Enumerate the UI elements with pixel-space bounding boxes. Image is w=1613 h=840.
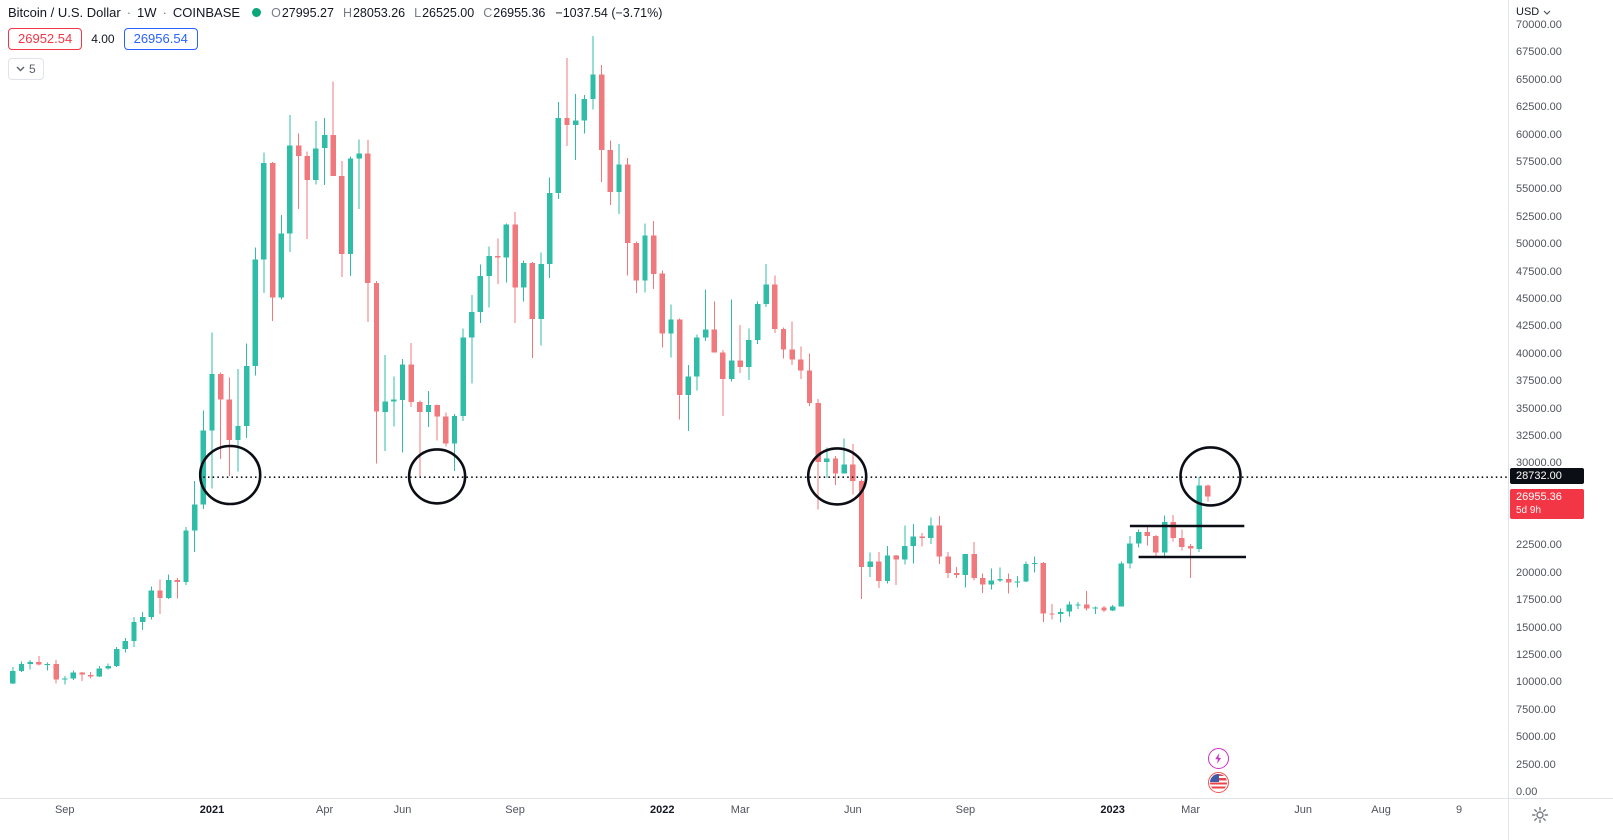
- price-tick-label: 20000.00: [1516, 566, 1562, 579]
- time-tick-label: 2023: [1100, 804, 1125, 816]
- price-tick-label: 32500.00: [1516, 429, 1562, 442]
- price-tick-label: 57500.00: [1516, 155, 1562, 168]
- price-tick-label: 55000.00: [1516, 183, 1562, 196]
- open-value: O 27995.27: [271, 5, 334, 20]
- time-tick-label: Jun: [843, 804, 862, 816]
- time-axis[interactable]: Sep 2021 Apr Jun Sep 2022 Mar Jun Sep 2023 Mar Jun A…: [0, 798, 1508, 840]
- price-tick-label: 35000.00: [1516, 402, 1562, 415]
- economic-event-us-flag-icon[interactable]: [1208, 772, 1229, 793]
- price-tick-label: 37500.00: [1516, 375, 1562, 388]
- time-tick-label: Mar: [730, 804, 750, 816]
- us-flag-icon: [1210, 774, 1227, 791]
- last-price-label: 26955.36 5d 9h: [1510, 488, 1584, 519]
- price-axis[interactable]: USD 70000.00 67500.00 65000.00 62500.00 6000…: [1508, 0, 1613, 798]
- candlestick-chart[interactable]: [0, 0, 1508, 798]
- price-tick-label: 42500.00: [1516, 320, 1562, 333]
- economic-event-lightning-icon[interactable]: [1208, 748, 1229, 769]
- time-tick-label: Sep: [505, 804, 525, 816]
- price-tick-label: 30000.00: [1516, 457, 1562, 470]
- price-tick-label: 22500.00: [1516, 539, 1562, 552]
- sell-price-button[interactable]: 26952.54: [8, 28, 83, 50]
- price-tick-label: 65000.00: [1516, 73, 1562, 86]
- axis-settings-corner: [1508, 798, 1613, 840]
- time-tick-label: 2022: [650, 804, 675, 816]
- buy-price-button[interactable]: 26956.54: [123, 28, 198, 50]
- annotation-circle[interactable]: [407, 448, 467, 505]
- indicators-collapse-button[interactable]: 5: [8, 58, 44, 80]
- annotation-circle[interactable]: [806, 447, 868, 506]
- symbol-name[interactable]: Bitcoin / U.S. Dollar: [8, 5, 121, 20]
- currency-selector[interactable]: USD: [1516, 6, 1551, 18]
- lightning-bolt-icon: [1215, 753, 1222, 764]
- last-price-value: 26955.36: [1516, 490, 1562, 503]
- annotations-layer: [198, 444, 1508, 559]
- time-tick-label: Sep: [955, 804, 976, 816]
- time-tick-label: Mar: [1181, 804, 1201, 816]
- high-value: H 28053.26: [342, 5, 406, 20]
- spread-value: 4.00: [91, 32, 115, 46]
- price-change: −1037.54 (−3.71%): [555, 5, 663, 20]
- timeframe-label[interactable]: 1W: [137, 5, 157, 20]
- price-tick-label: 47500.00: [1516, 265, 1562, 278]
- separator: ·: [162, 5, 167, 20]
- price-tick-label: 52500.00: [1516, 210, 1562, 223]
- chevron-down-icon: [16, 66, 25, 72]
- close-value: C 26955.36: [483, 5, 546, 20]
- exchange-name[interactable]: COINBASE: [172, 5, 241, 20]
- candles-layer: [10, 36, 1211, 685]
- price-tick-label: 17500.00: [1516, 594, 1562, 607]
- price-tick-label: 7500.00: [1516, 703, 1556, 716]
- price-tick-label: 62500.00: [1516, 101, 1562, 114]
- bid-ask-row: 26952.54 4.00 26956.54: [8, 28, 198, 50]
- price-tick-label: 60000.00: [1516, 128, 1562, 141]
- time-tick-label: 2021: [199, 804, 225, 816]
- price-tick-label: 70000.00: [1516, 19, 1562, 31]
- price-tick-label: 67500.00: [1516, 46, 1562, 59]
- price-tick-label: 2500.00: [1516, 758, 1556, 771]
- bar-countdown: 5d 9h: [1516, 504, 1542, 516]
- time-tick-label: 9: [1455, 804, 1463, 816]
- settings-gear-icon[interactable]: [1531, 806, 1549, 829]
- indicators-count: 5: [29, 62, 36, 76]
- time-tick-label: Jun: [393, 804, 412, 816]
- price-tick-label: 12500.00: [1516, 649, 1562, 662]
- separator: ·: [126, 5, 132, 20]
- price-tick-label: 15000.00: [1516, 621, 1562, 634]
- time-tick-label: Sep: [54, 804, 75, 816]
- low-value: L 26525.00: [414, 5, 475, 20]
- price-tick-label: 40000.00: [1516, 347, 1562, 360]
- price-tick-label: 50000.00: [1516, 238, 1562, 251]
- time-tick-label: Aug: [1371, 804, 1391, 816]
- annotation-circle[interactable]: [1179, 446, 1242, 507]
- time-tick-label: Apr: [315, 804, 334, 816]
- chevron-down-icon: [1543, 10, 1551, 15]
- market-status-dot-icon: [252, 8, 262, 17]
- time-tick-label: Jun: [1294, 804, 1312, 816]
- annotation-circle[interactable]: [198, 444, 262, 506]
- price-tick-label: 5000.00: [1516, 731, 1556, 744]
- us-flag-canton: [1210, 774, 1219, 782]
- chart-plot-area[interactable]: [0, 0, 1508, 798]
- price-tick-label: 10000.00: [1516, 676, 1562, 689]
- drawn-line-price-label: 28732.00: [1510, 468, 1584, 485]
- price-tick-label: 0.00: [1516, 786, 1538, 798]
- price-tick-label: 45000.00: [1516, 292, 1562, 305]
